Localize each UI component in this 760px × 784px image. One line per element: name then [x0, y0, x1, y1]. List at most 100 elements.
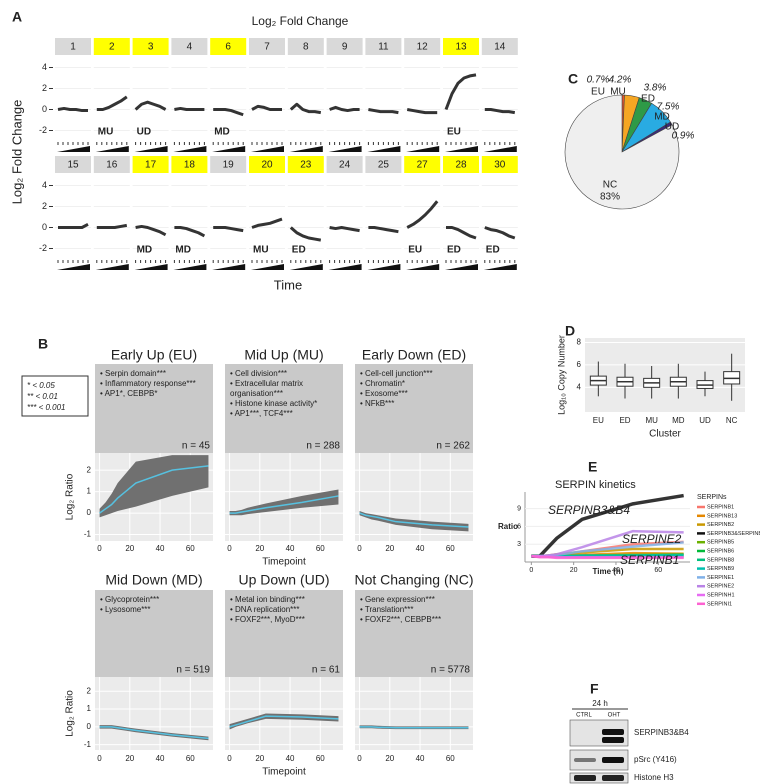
- lane-label: OHT: [608, 713, 621, 719]
- y-axis-label: Log₂ Ratio: [65, 690, 76, 737]
- x-tick-label: 0: [227, 544, 232, 553]
- cluster-size: n = 5778: [431, 665, 471, 676]
- cluster-id: 13: [455, 42, 467, 53]
- x-tick-label: 60: [446, 754, 455, 763]
- y-tick-label: 6: [577, 360, 582, 369]
- cluster-size: n = 45: [182, 441, 211, 452]
- x-tick-label: 20: [125, 544, 134, 553]
- cluster-header: [171, 156, 208, 173]
- term: organisation***: [230, 389, 283, 398]
- cluster-class: EU: [408, 245, 422, 256]
- band: [574, 758, 596, 762]
- cluster-header: [210, 156, 247, 173]
- cluster-header: [93, 156, 130, 173]
- x-axis-label: Timepoint: [262, 557, 306, 568]
- cluster-header: [365, 156, 402, 173]
- cluster-profile: [368, 108, 399, 115]
- time-wedge: [134, 264, 168, 270]
- cluster-profile: [58, 223, 89, 229]
- cluster-header: [365, 38, 402, 55]
- y-tick-label: 4: [42, 180, 47, 190]
- cluster-id: 2: [109, 42, 115, 53]
- legend-entry: *** < 0.001: [27, 403, 65, 412]
- y-tick-label: 2: [87, 686, 92, 695]
- legend-entry: SERPINB13: [707, 513, 737, 519]
- term: • Lysosome***: [100, 605, 151, 614]
- term: • Glycoprotein***: [100, 595, 159, 604]
- term-box: [355, 590, 473, 677]
- annotation: SERPINB1: [620, 553, 679, 567]
- x-tick-label: 40: [416, 754, 425, 763]
- annotation: SERPINB3&B4: [548, 503, 630, 517]
- y-tick-label: 2: [87, 465, 92, 474]
- cluster-class: MU: [253, 245, 269, 256]
- plot-background: [585, 338, 745, 412]
- time-wedge: [483, 146, 517, 152]
- legend-entry: SERPINH1: [707, 592, 735, 598]
- y-axis-label: Log₂ Fold Change: [9, 100, 24, 205]
- cluster-id: 12: [417, 42, 429, 53]
- x-tick-label: 40: [286, 544, 295, 553]
- cluster-header: [481, 38, 518, 55]
- ribbon: [99, 455, 209, 518]
- y-tick-label: 4: [42, 62, 47, 72]
- cluster-title: Mid Up (MU): [244, 347, 323, 363]
- cluster-class: ED: [486, 245, 500, 256]
- term-box: [95, 364, 213, 453]
- cluster-size: n = 519: [176, 665, 210, 676]
- cluster-class: ED: [292, 245, 306, 256]
- cluster-class: UD: [137, 127, 151, 138]
- legend-title: SERPINs: [697, 494, 727, 501]
- blot: [569, 772, 629, 784]
- cluster-size: n = 262: [436, 441, 470, 452]
- cluster-id: 9: [342, 42, 348, 53]
- pie-category-label: UD: [665, 122, 679, 133]
- cluster-profile: [406, 108, 438, 115]
- cluster-header: [171, 38, 208, 55]
- pie-category-label: MD: [654, 112, 670, 123]
- y-tick-label: -2: [39, 243, 47, 253]
- annotation: SERPINE2: [622, 532, 682, 546]
- cluster-class: MD: [175, 245, 191, 256]
- cluster-header: [326, 38, 363, 55]
- term: • Translation***: [360, 605, 414, 614]
- x-tick-label: 40: [156, 544, 165, 553]
- term: • DNA replication***: [230, 605, 300, 614]
- series-line: [531, 554, 684, 560]
- term: • Extracellular matrix: [230, 379, 303, 388]
- cluster-id: 27: [417, 160, 429, 171]
- lane-label: CTRL: [576, 713, 592, 719]
- term: • FOXF2***, MyoD***: [230, 615, 305, 624]
- x-tick-label: 0: [357, 754, 362, 763]
- cluster-size: n = 288: [306, 441, 340, 452]
- y-tick-label: -1: [84, 530, 92, 539]
- x-tick-label: 0: [227, 754, 232, 763]
- cluster-profile: [329, 226, 360, 233]
- cluster-id: 19: [223, 160, 235, 171]
- plot-background: [95, 677, 213, 750]
- x-tick-label: 60: [186, 544, 195, 553]
- legend-entry: ** < 0.01: [27, 392, 58, 401]
- x-tick-label: 40: [612, 567, 620, 574]
- time-wedge: [134, 146, 168, 152]
- legend-entry: SERPINI1: [707, 601, 732, 607]
- time-wedge: [406, 264, 440, 270]
- legend-entry: SERPINB9: [707, 566, 734, 572]
- blot-label: SERPINB3&B4: [634, 728, 689, 737]
- legend-entry: SERPINB8: [707, 557, 734, 563]
- cluster-profile: [174, 106, 205, 111]
- x-tick-label: 40: [286, 754, 295, 763]
- term-box: [355, 364, 473, 453]
- y-tick-label: 8: [577, 338, 582, 347]
- x-tick-label: 20: [385, 544, 394, 553]
- x-axis-label: Timepoint: [262, 767, 306, 778]
- cluster-class: MD: [137, 245, 153, 256]
- time-wedge: [289, 146, 323, 152]
- cluster-header: [326, 156, 363, 173]
- x-tick-label: EU: [593, 416, 604, 425]
- cluster-id: 4: [187, 42, 193, 53]
- term: • FOXF2***, CEBPB***: [360, 615, 441, 624]
- y-axis-label: Log₂ Ratio: [65, 473, 76, 520]
